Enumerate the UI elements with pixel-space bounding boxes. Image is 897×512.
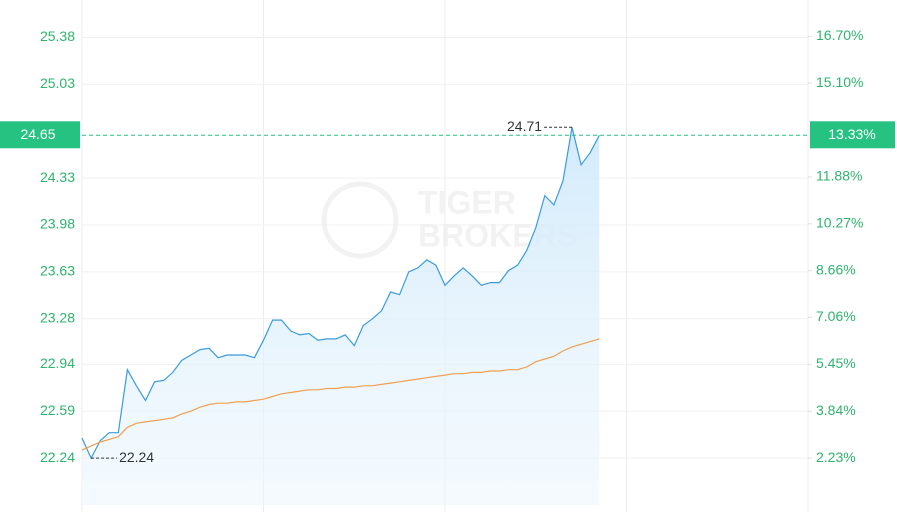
y2-tick-label: 3.84% [816,402,856,418]
watermark-logo [321,181,399,259]
y-tick-label: 22.24 [40,449,75,465]
y-tick-label: 22.94 [40,355,75,371]
y2-tick-label: 8.66% [816,261,856,277]
y2-tick-label: 16.70% [816,27,863,43]
y-tick-label: 23.98 [40,216,75,232]
current-change-box [810,121,895,149]
y2-tick-label: 5.45% [816,355,856,371]
y2-tick-label: 11.88% [816,168,862,184]
high-label: 24.71 [507,118,542,134]
y-tick-label: 23.63 [40,263,75,279]
y2-tick-label: 15.10% [816,74,863,90]
price-line [81,127,600,460]
y-tick-label: 24.33 [40,169,75,185]
average-line [81,338,600,451]
y2-tick-label: 7.06% [816,308,856,324]
low-label: 22.24 [119,449,154,465]
y-tick-label: 22.59 [40,402,75,418]
current-change-label: 13.33% [828,126,875,142]
watermark-text: TIGER [418,184,516,220]
y-tick-label: 25.38 [40,28,75,44]
y2-tick-label: 2.23% [816,449,856,465]
y-tick-label: 23.28 [40,310,75,326]
current-price-label: 24.65 [20,126,55,142]
y2-tick-label: 10.27% [816,215,863,231]
current-price-box [0,121,80,149]
y-tick-label: 25.03 [40,75,75,91]
price-area [82,127,600,506]
